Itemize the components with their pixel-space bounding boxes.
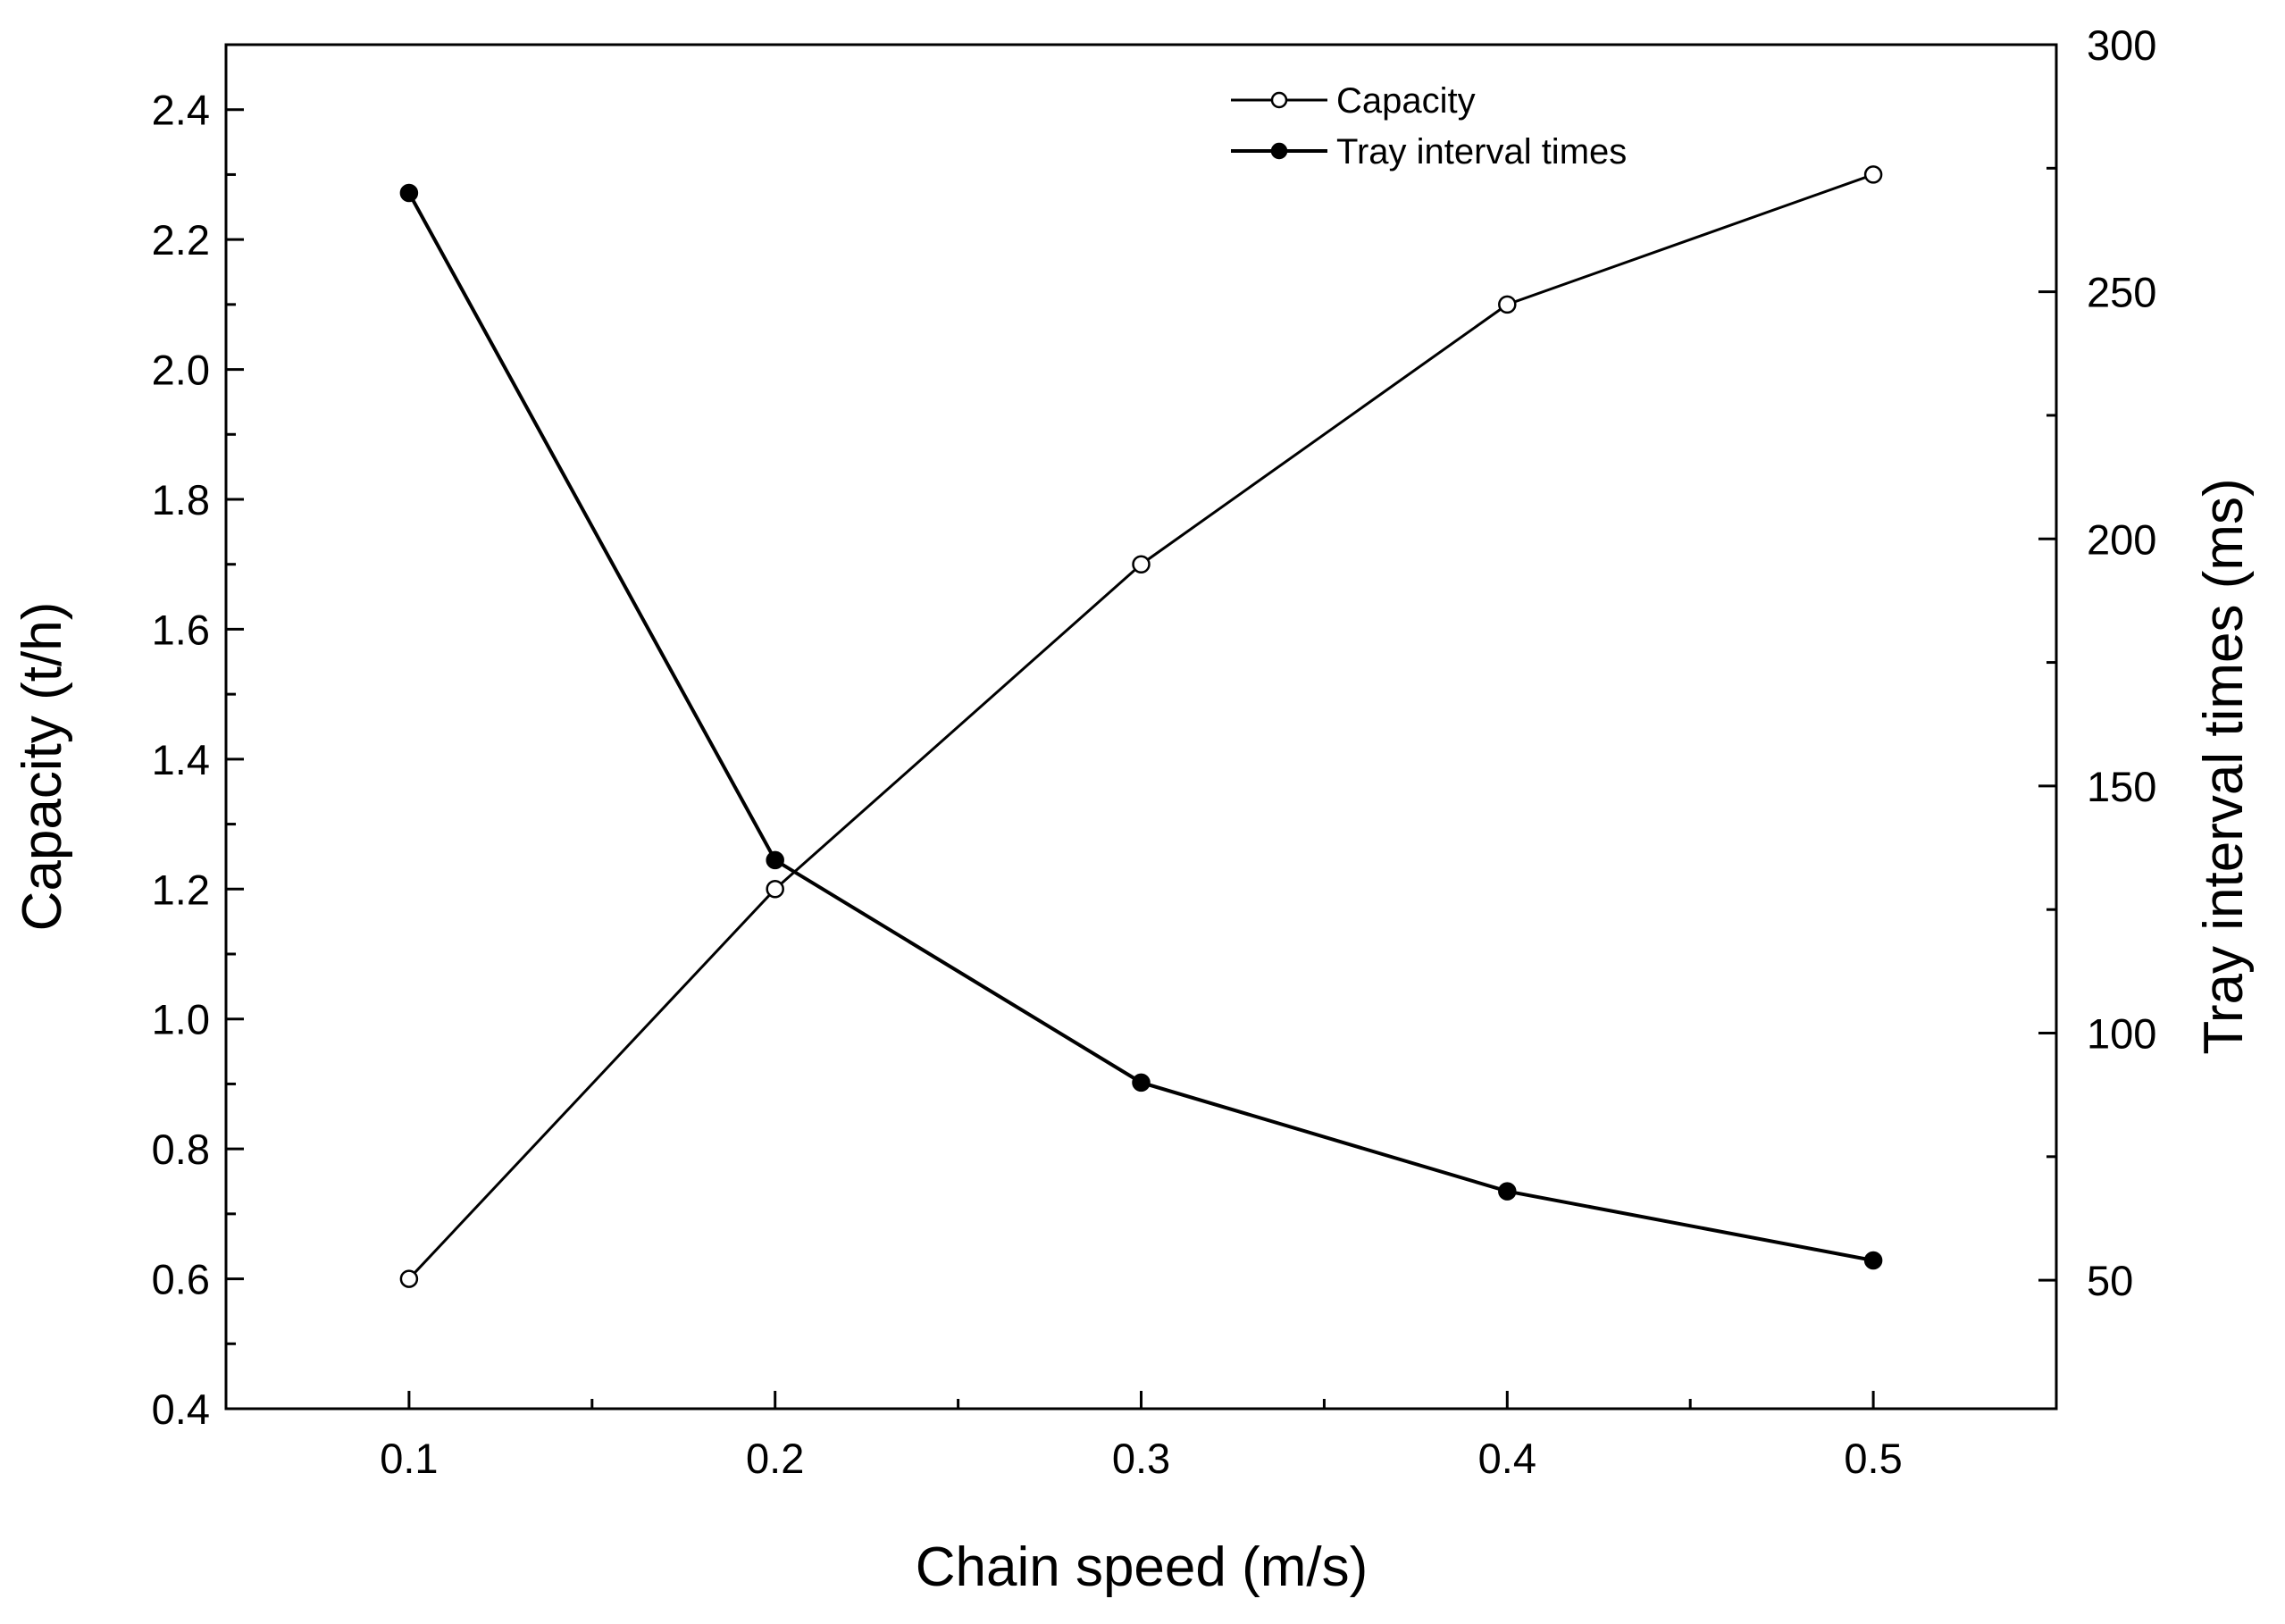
y-left-tick-label: 1.2 (152, 866, 210, 913)
data-point-capacity (1498, 295, 1517, 314)
data-point-capacity (766, 880, 784, 899)
y-right-tick-label: 250 (2087, 269, 2156, 316)
data-point-tray-interval-times (1863, 1251, 1883, 1270)
y-right-tick-label: 100 (2087, 1010, 2156, 1058)
y-right-tick-label: 300 (2087, 21, 2156, 69)
y-left-tick-label: 2.0 (152, 347, 210, 394)
y-left-tick-label: 0.4 (152, 1385, 210, 1433)
y-left-tick-label: 1.4 (152, 736, 210, 783)
y-left-tick-label: 1.0 (152, 996, 210, 1043)
y-right-tick-label: 200 (2087, 515, 2156, 563)
y-right-tick-label: 150 (2087, 763, 2156, 810)
plot-area-border (224, 43, 2058, 1411)
y-left-tick-label: 2.4 (152, 87, 210, 134)
y-left-tick-label: 2.2 (152, 216, 210, 264)
data-point-capacity (1132, 555, 1151, 573)
y-right-tick-label: 50 (2087, 1257, 2133, 1304)
x-tick-label: 0.3 (1112, 1435, 1170, 1482)
series-layer (399, 165, 1883, 1288)
series-line-tray-interval-times (407, 192, 1874, 1262)
series-line-capacity (407, 173, 1874, 1280)
y-axis-title-left: Capacity (t/h) (12, 602, 73, 932)
x-tick-label: 0.5 (1844, 1435, 1902, 1482)
plot-frame (224, 43, 2058, 1411)
data-point-tray-interval-times (1498, 1182, 1517, 1201)
data-point-tray-interval-times (1132, 1073, 1151, 1092)
legend-label: Capacity (1336, 81, 1476, 121)
data-point-tray-interval-times (766, 850, 784, 870)
data-point-capacity (399, 1269, 419, 1288)
legend-marker (1270, 91, 1288, 109)
axis-ticks: 0.1 0.2 0.3 0.4 0.5 0.4 0.6 0.8 1.0 1.2 1.4 1.6 1.8 2… (152, 21, 2157, 1482)
legend: Capacity Tray interval times (1231, 81, 1627, 172)
x-axis-title: Chain speed (m/s) (916, 1536, 1368, 1598)
x-tick-label: 0.1 (380, 1435, 438, 1482)
legend-marker (1270, 142, 1288, 160)
y-left-tick-label: 0.6 (152, 1256, 210, 1303)
legend-label: Tray interval times (1336, 132, 1627, 172)
x-tick-label: 0.4 (1478, 1435, 1536, 1482)
y-left-tick-label: 1.6 (152, 606, 210, 653)
y-axis-title-right: Tray interval times (ms) (2193, 478, 2255, 1054)
y-left-tick-label: 1.8 (152, 476, 210, 523)
x-tick-label: 0.2 (746, 1435, 804, 1482)
data-point-capacity (1863, 165, 1883, 184)
data-point-tray-interval-times (399, 183, 419, 203)
y-left-tick-label: 0.8 (152, 1126, 210, 1173)
